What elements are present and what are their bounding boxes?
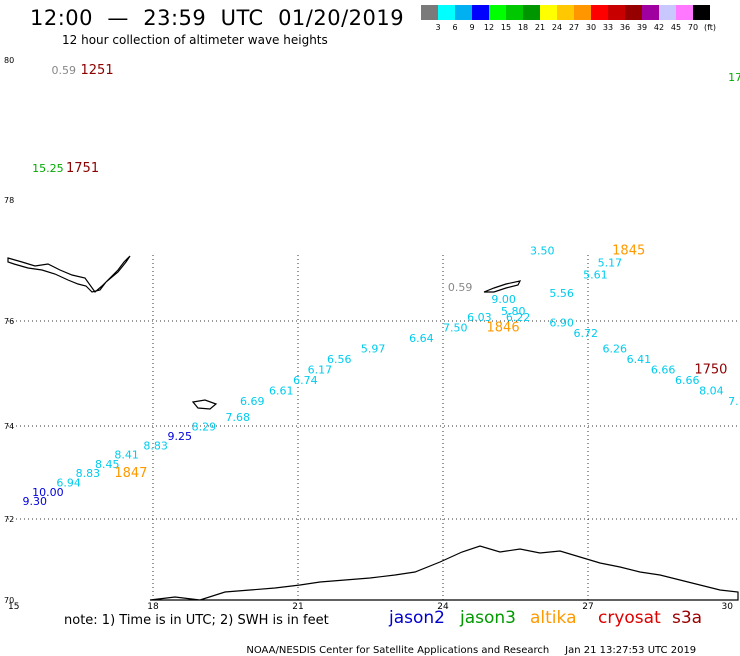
- legend-entry-jason3: jason3: [460, 608, 516, 628]
- wave-height-label: 6.90: [549, 316, 574, 329]
- footer-agency: NOAA/NESDIS Center for Satellite Applica…: [246, 645, 549, 656]
- wave-height-label: 1751: [66, 161, 99, 176]
- wave-height-label: 5.17: [598, 257, 623, 270]
- footer-credit: NOAA/NESDIS Center for Satellite Applica…: [240, 634, 696, 656]
- wave-height-label: 6.66: [675, 374, 700, 387]
- latitude-tick-label: 76: [4, 317, 14, 326]
- svalbard-coast: [8, 256, 130, 292]
- wave-height-label: 7.1: [728, 395, 740, 408]
- coastline-outlines: [8, 256, 738, 600]
- wave-height-label: 6.66: [651, 364, 676, 377]
- bear-island-coast: [193, 400, 216, 409]
- wave-height-label: 8.29: [192, 421, 217, 434]
- wave-height-label: 1847: [114, 466, 147, 481]
- wave-height-label: 6.26: [603, 343, 628, 356]
- wave-height-label: 8.83: [143, 439, 168, 452]
- wave-height-label: 7.68: [226, 411, 251, 424]
- legend-entry-jason2: jason2: [389, 608, 445, 628]
- wave-height-label: 15.25: [32, 162, 64, 175]
- latitude-tick-label: 80: [4, 56, 14, 65]
- wave-height-label: 9.00: [491, 293, 516, 306]
- wave-height-observations: 0.59125117.815.2517510.593.5018455.175.6…: [23, 63, 740, 508]
- latitude-tick-label: 72: [4, 515, 14, 524]
- map-note: note: 1) Time is in UTC; 2) SWH is in fe…: [64, 613, 329, 628]
- wave-height-label: 5.56: [549, 287, 574, 300]
- wave-height-label: 9.30: [23, 495, 48, 508]
- wave-height-label: 6.64: [409, 332, 434, 345]
- longitude-tick-label: 18: [147, 602, 159, 612]
- longitude-tick-label: 21: [292, 602, 303, 612]
- wave-height-label: 6.74: [293, 374, 318, 387]
- legend-entry-altika: altika: [530, 608, 577, 628]
- wave-height-label: 9.25: [168, 430, 193, 443]
- wave-height-label: 6.72: [574, 327, 599, 340]
- lat-lon-grid: [8, 255, 738, 600]
- wave-height-label: 0.59: [448, 281, 473, 294]
- latitude-tick-label: 78: [4, 196, 14, 205]
- legend-entry-cryosat: cryosat: [598, 608, 661, 628]
- wave-height-label: 0.59: [52, 64, 77, 77]
- wave-height-label: 8.04: [699, 385, 724, 398]
- wave-height-label: 6.41: [627, 353, 652, 366]
- wave-height-label: 7.50: [443, 322, 468, 335]
- wave-height-label: 1251: [81, 63, 114, 78]
- hopen-island-coast: [484, 281, 520, 292]
- latitude-tick-label: 70: [4, 596, 14, 605]
- longitude-tick-label: 27: [582, 602, 593, 612]
- longitude-tick-label: 30: [722, 602, 734, 612]
- footer-timestamp: Jan 21 13:27:53 UTC 2019: [565, 645, 696, 656]
- norway-coast: [150, 546, 738, 600]
- wave-height-label: 5.61: [583, 269, 608, 282]
- legend-entry-s3a: s3a: [672, 608, 702, 628]
- latitude-tick-label: 74: [4, 422, 14, 431]
- wave-height-label: 3.50: [530, 244, 555, 257]
- wave-height-label: 6.69: [240, 395, 265, 408]
- wave-height-label: 5.97: [361, 343, 386, 356]
- wave-height-label: 1846: [487, 321, 520, 336]
- wave-height-label: 17.8: [728, 71, 740, 84]
- wave-height-label: 6.61: [269, 385, 294, 398]
